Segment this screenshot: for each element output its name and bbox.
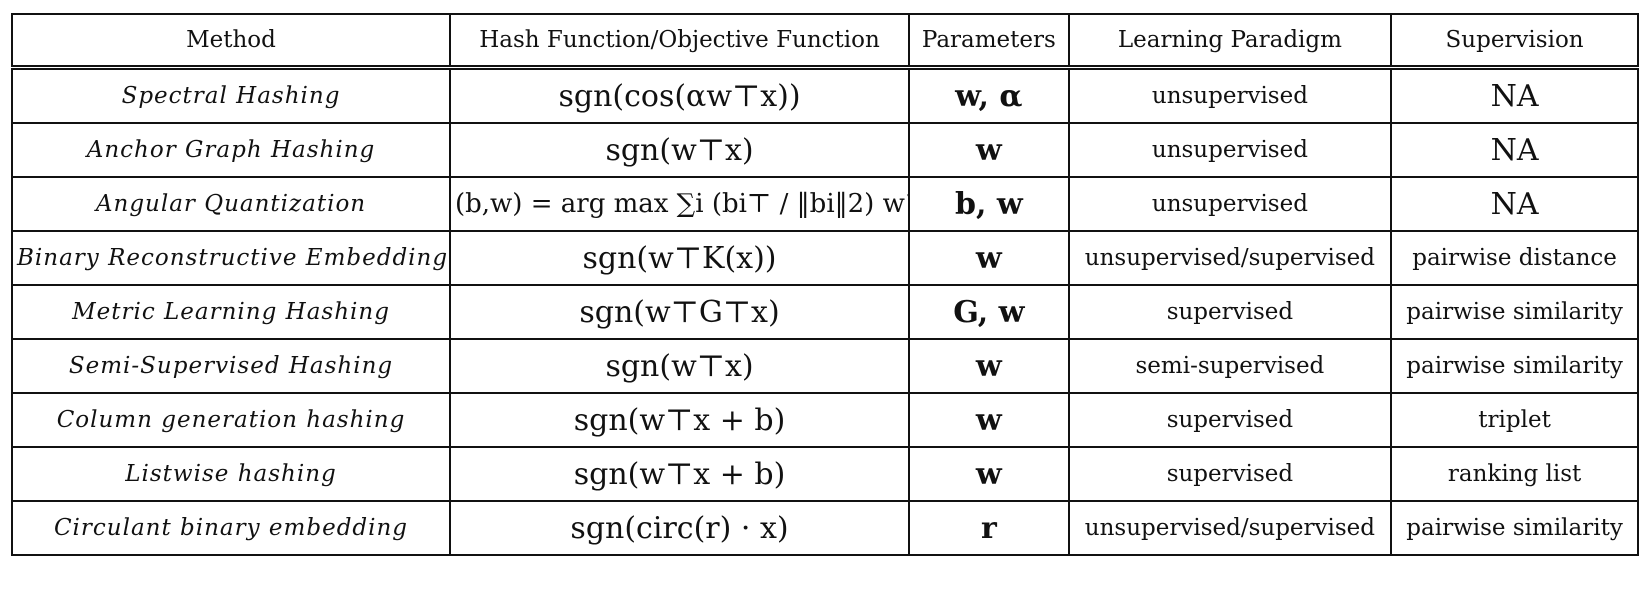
supervision-cell: triplet <box>1390 392 1639 448</box>
method-name: Spectral Hashing <box>11 66 451 124</box>
learning-paradigm-cell: unsupervised/supervised <box>1067 500 1393 556</box>
method-name: Anchor Graph Hashing <box>11 122 451 178</box>
supervision-cell: NA <box>1390 66 1639 124</box>
supervision-cell: pairwise similarity <box>1390 338 1639 394</box>
supervision-cell: pairwise similarity <box>1390 500 1639 556</box>
hash-formula: sgn(w⊤K(x)) <box>448 230 911 286</box>
hash-formula: sgn(w⊤x + b) <box>448 392 911 448</box>
parameters-cell: w <box>908 230 1070 286</box>
table-row: Circulant binary embedding sgn(circ(r) ·… <box>11 500 1639 556</box>
method-name: Circulant binary embedding <box>11 500 451 556</box>
hash-formula: (b,w) = arg max ∑i (bi⊤ / ‖bi‖2) w⊤xi <box>448 176 911 232</box>
parameters-cell: r <box>908 500 1070 556</box>
parameters-cell: w, α <box>908 66 1070 124</box>
learning-paradigm-cell: supervised <box>1067 446 1393 502</box>
parameters-cell: w <box>908 392 1070 448</box>
learning-paradigm-cell: unsupervised <box>1067 66 1393 124</box>
method-name: Column generation hashing <box>11 392 451 448</box>
method-name: Listwise hashing <box>11 446 451 502</box>
header-method: Method <box>11 13 451 69</box>
learning-paradigm-cell: unsupervised <box>1067 176 1393 232</box>
header-hash-function: Hash Function/Objective Function <box>448 13 911 69</box>
table-row: Binary Reconstructive Embedding sgn(w⊤K(… <box>11 230 1639 286</box>
learning-paradigm-cell: supervised <box>1067 284 1393 340</box>
header-parameters: Parameters <box>908 13 1070 69</box>
hash-formula: sgn(w⊤x) <box>448 122 911 178</box>
hashing-methods-table: Method Hash Function/Objective Function … <box>11 13 1639 556</box>
hash-formula: sgn(w⊤x) <box>448 338 911 394</box>
table-row: Spectral Hashing sgn(cos(αw⊤x)) w, α uns… <box>11 66 1639 124</box>
parameters-cell: G, w <box>908 284 1070 340</box>
table-row: Listwise hashing sgn(w⊤x + b) w supervis… <box>11 446 1639 502</box>
method-name: Binary Reconstructive Embedding <box>11 230 451 286</box>
supervision-cell: pairwise similarity <box>1390 284 1639 340</box>
table-row: Semi-Supervised Hashing sgn(w⊤x) w semi-… <box>11 338 1639 394</box>
table-row: Angular Quantization (b,w) = arg max ∑i … <box>11 176 1639 232</box>
parameters-cell: w <box>908 446 1070 502</box>
hash-formula: sgn(w⊤x + b) <box>448 446 911 502</box>
parameters-cell: b, w <box>908 176 1070 232</box>
table-row: Anchor Graph Hashing sgn(w⊤x) w unsuperv… <box>11 122 1639 178</box>
hash-formula: sgn(cos(αw⊤x)) <box>448 66 911 124</box>
header-supervision: Supervision <box>1390 13 1639 69</box>
method-name: Metric Learning Hashing <box>11 284 451 340</box>
learning-paradigm-cell: supervised <box>1067 392 1393 448</box>
supervision-cell: NA <box>1390 122 1639 178</box>
method-name: Angular Quantization <box>11 176 451 232</box>
supervision-cell: pairwise distance <box>1390 230 1639 286</box>
hash-formula: sgn(circ(r) · x) <box>448 500 911 556</box>
learning-paradigm-cell: semi-supervised <box>1067 338 1393 394</box>
table-row: Metric Learning Hashing sgn(w⊤G⊤x) G, w … <box>11 284 1639 340</box>
supervision-cell: ranking list <box>1390 446 1639 502</box>
parameters-cell: w <box>908 122 1070 178</box>
learning-paradigm-cell: unsupervised <box>1067 122 1393 178</box>
header-row: Method Hash Function/Objective Function … <box>11 13 1639 69</box>
hash-formula: sgn(w⊤G⊤x) <box>448 284 911 340</box>
parameters-cell: w <box>908 338 1070 394</box>
supervision-cell: NA <box>1390 176 1639 232</box>
method-name: Semi-Supervised Hashing <box>11 338 451 394</box>
learning-paradigm-cell: unsupervised/supervised <box>1067 230 1393 286</box>
table-row: Column generation hashing sgn(w⊤x + b) w… <box>11 392 1639 448</box>
header-learning-paradigm: Learning Paradigm <box>1067 13 1393 69</box>
